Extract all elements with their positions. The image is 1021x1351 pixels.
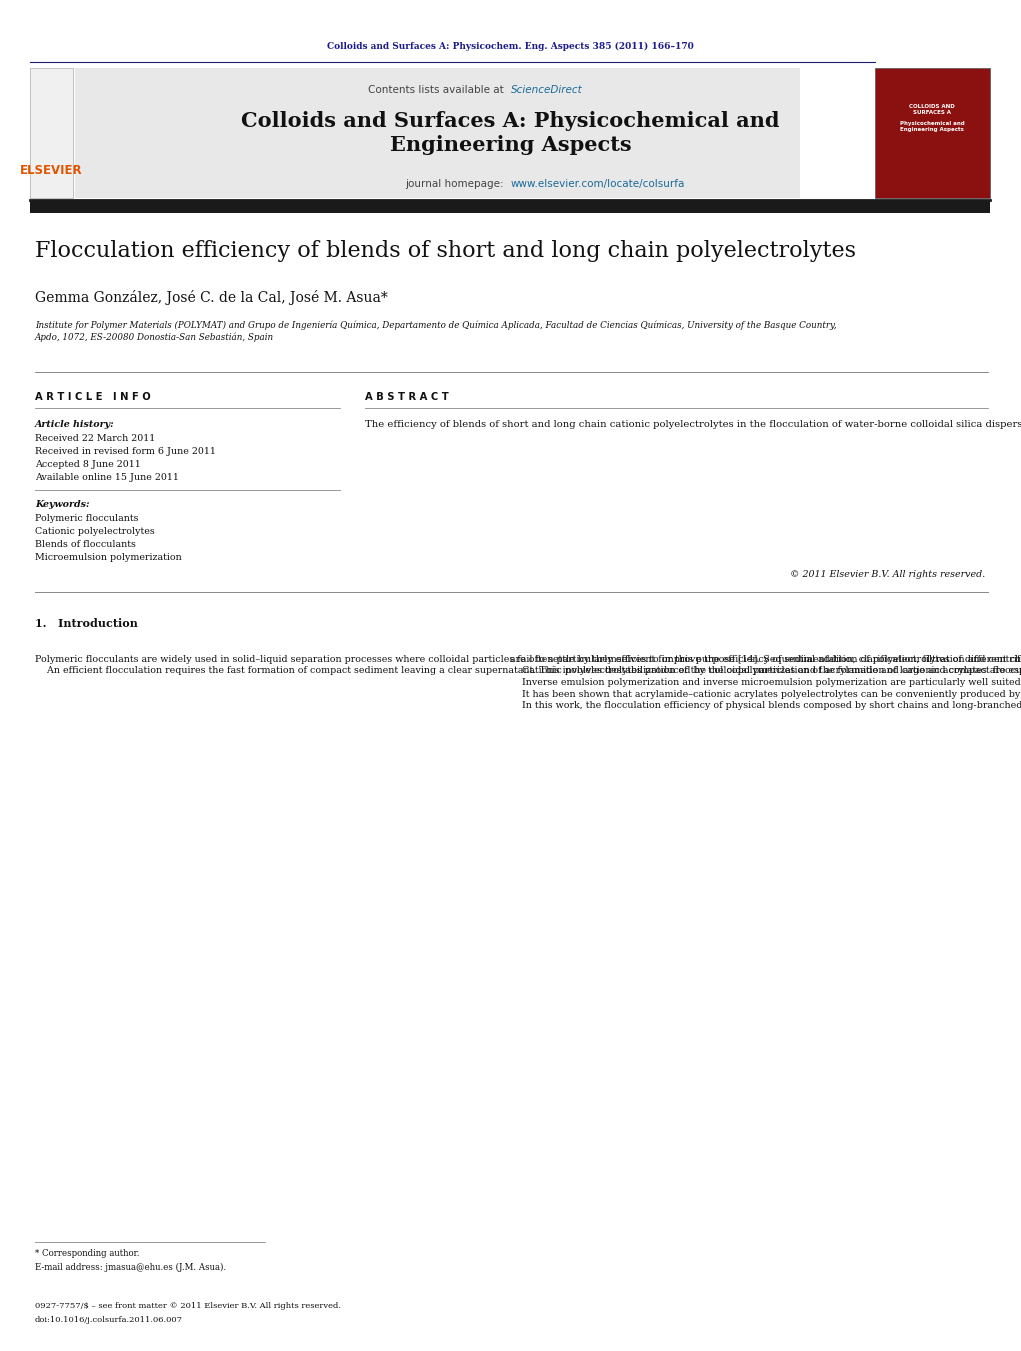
Text: ScienceDirect: ScienceDirect (510, 85, 582, 95)
Text: © 2011 Elsevier B.V. All rights reserved.: © 2011 Elsevier B.V. All rights reserved… (790, 570, 985, 580)
Text: A R T I C L E   I N F O: A R T I C L E I N F O (35, 392, 151, 403)
Bar (30, 68, 72, 199)
Text: journal homepage:: journal homepage: (405, 178, 507, 189)
Text: Polymeric flocculants are widely used in solid–liquid separation processes where: Polymeric flocculants are widely used in… (35, 655, 1021, 676)
Text: A B S T R A C T: A B S T R A C T (364, 392, 449, 403)
Text: Institute for Polymer Materials (POLYMAT) and Grupo de Ingeniería Química, Depar: Institute for Polymer Materials (POLYMAT… (35, 320, 836, 342)
Text: Colloids and Surfaces A: Physicochemical and
Engineering Aspects: Colloids and Surfaces A: Physicochemical… (241, 111, 780, 155)
Text: Contents lists available at: Contents lists available at (369, 85, 507, 95)
Text: are often particularly efficient for this purpose [14]. Sequential addition of p: are often particularly efficient for thi… (510, 655, 1021, 711)
Text: 0927-7757/$ – see front matter © 2011 Elsevier B.V. All rights reserved.: 0927-7757/$ – see front matter © 2011 El… (35, 1302, 341, 1310)
Text: Colloids and Surfaces A: Physicochem. Eng. Aspects 385 (2011) 166–170: Colloids and Surfaces A: Physicochem. En… (327, 42, 694, 50)
Text: Received in revised form 6 June 2011: Received in revised form 6 June 2011 (35, 447, 215, 457)
Text: Blends of flocculants: Blends of flocculants (35, 540, 136, 549)
Text: doi:10.1016/j.colsurfa.2011.06.007: doi:10.1016/j.colsurfa.2011.06.007 (35, 1316, 183, 1324)
Bar (875, 68, 990, 199)
Text: E-mail address: jmasua@ehu.es (J.M. Asua).: E-mail address: jmasua@ehu.es (J.M. Asua… (35, 1263, 227, 1273)
Text: The efficiency of blends of short and long chain cationic polyelectrolytes in th: The efficiency of blends of short and lo… (364, 420, 1021, 430)
Text: www.elsevier.com/locate/colsurfa: www.elsevier.com/locate/colsurfa (510, 178, 685, 189)
Text: Cationic polyelectrolytes: Cationic polyelectrolytes (35, 527, 155, 536)
Text: Microemulsion polymerization: Microemulsion polymerization (35, 553, 182, 562)
Bar (30, 200, 990, 213)
Text: Keywords:: Keywords: (35, 500, 90, 509)
Text: 1.   Introduction: 1. Introduction (35, 617, 138, 630)
Text: Flocculation efficiency of blends of short and long chain polyelectrolytes: Flocculation efficiency of blends of sho… (35, 240, 856, 262)
Text: Article history:: Article history: (35, 420, 114, 430)
Bar (75, 68, 800, 199)
Text: * Corresponding author.: * Corresponding author. (35, 1250, 140, 1258)
Text: Accepted 8 June 2011: Accepted 8 June 2011 (35, 459, 141, 469)
Text: Gemma González, José C. de la Cal, José M. Asua*: Gemma González, José C. de la Cal, José … (35, 290, 388, 305)
Text: Polymeric flocculants: Polymeric flocculants (35, 513, 139, 523)
Text: Available online 15 June 2011: Available online 15 June 2011 (35, 473, 179, 482)
Text: COLLOIDS AND
SURFACES A

Physicochemical and
Engineering Aspects: COLLOIDS AND SURFACES A Physicochemical … (900, 104, 965, 132)
Text: Received 22 March 2011: Received 22 March 2011 (35, 434, 155, 443)
Text: ELSEVIER: ELSEVIER (19, 163, 83, 177)
